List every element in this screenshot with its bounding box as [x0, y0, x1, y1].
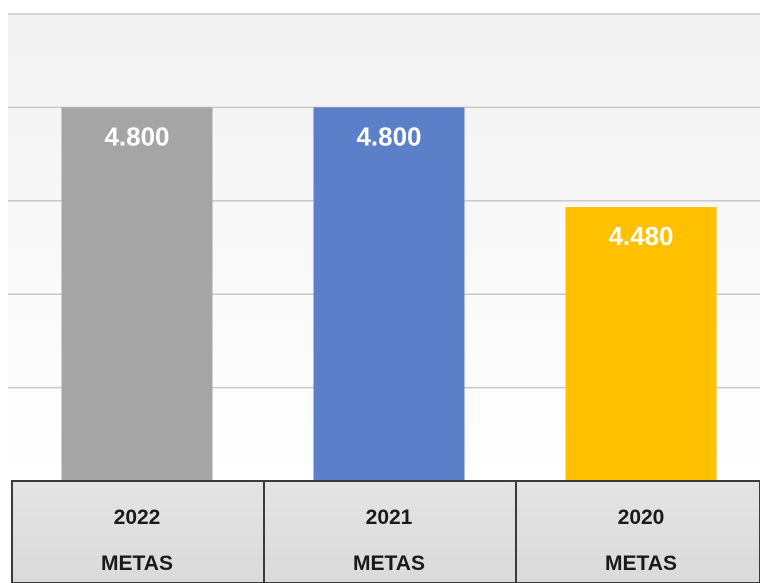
category-sublabel: METAS [353, 552, 425, 575]
category-sublabel: METAS [101, 552, 173, 575]
bar-2022 [61, 107, 213, 482]
bars [61, 107, 717, 482]
bar-2020 [565, 207, 717, 481]
data-labels: 4.800 4.800 4.480 [104, 121, 673, 251]
category-label: 2022 [114, 506, 161, 529]
category-table-frame [11, 480, 760, 583]
bar-2021 [313, 107, 465, 482]
data-label: 4.800 [104, 121, 169, 151]
category-table: 2022 METAS 2021 METAS 2020 METAS [11, 480, 760, 583]
category-label: 2021 [366, 506, 413, 529]
data-label: 4.480 [608, 221, 673, 251]
category-sublabel: METAS [605, 552, 677, 575]
data-label: 4.800 [356, 121, 421, 151]
category-label: 2020 [618, 506, 665, 529]
